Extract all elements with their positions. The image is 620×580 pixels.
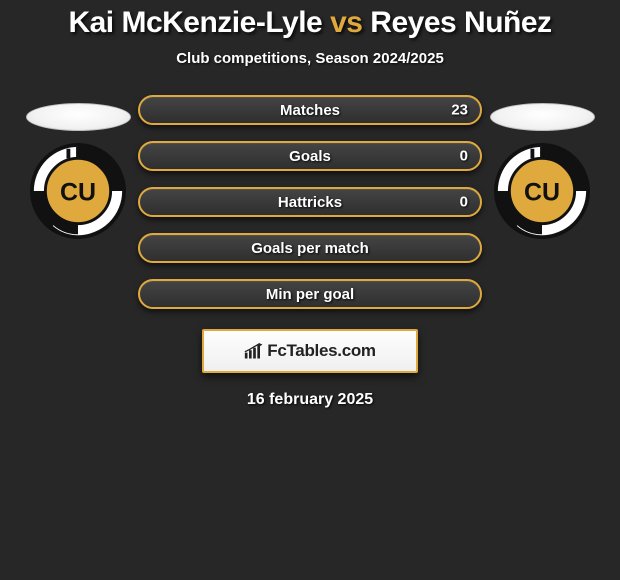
brand-box: FcTables.com [202, 329, 418, 373]
stat-row-goals-per-match: Goals per match [138, 233, 482, 263]
stat-row-min-per-goal: Min per goal [138, 279, 482, 309]
bar-growth-icon [244, 342, 264, 360]
stat-label: Hattricks [278, 194, 342, 211]
player1-avatar-placeholder [26, 103, 131, 131]
player1-name: Kai McKenzie-Lyle [68, 6, 322, 39]
stat-label: Goals [289, 148, 331, 165]
stat-row-goals: Goals 0 [138, 141, 482, 171]
brand-text: FcTables.com [267, 341, 376, 361]
player2-avatar-placeholder [490, 103, 595, 131]
content-row: CU Matches 23 Goals 0 Hattricks 0 [0, 95, 620, 309]
stat-right-value: 0 [460, 194, 468, 211]
stat-label: Goals per match [251, 240, 369, 257]
right-column: CU [482, 95, 602, 239]
stat-right-value: 23 [451, 102, 468, 119]
brand-content: FcTables.com [244, 341, 376, 361]
player2-club-badge: CU [494, 143, 590, 239]
stat-label: Min per goal [266, 286, 354, 303]
date-label: 16 february 2025 [247, 391, 373, 409]
club-initials: CU [60, 179, 96, 207]
vs-separator: vs [330, 6, 362, 39]
comparison-card: Kai McKenzie-Lyle vs Reyes Nuñez Club co… [0, 0, 620, 409]
player2-name: Reyes Nuñez [370, 6, 551, 39]
stats-bars: Matches 23 Goals 0 Hattricks 0 Goals per… [138, 95, 482, 309]
player1-club-badge: CU [30, 143, 126, 239]
stat-row-hattricks: Hattricks 0 [138, 187, 482, 217]
left-column: CU [18, 95, 138, 239]
stat-row-matches: Matches 23 [138, 95, 482, 125]
stat-label: Matches [280, 102, 340, 119]
club-initials: CU [524, 179, 560, 207]
subtitle: Club competitions, Season 2024/2025 [176, 50, 444, 67]
stat-right-value: 0 [460, 148, 468, 165]
page-title: Kai McKenzie-Lyle vs Reyes Nuñez [68, 6, 551, 40]
